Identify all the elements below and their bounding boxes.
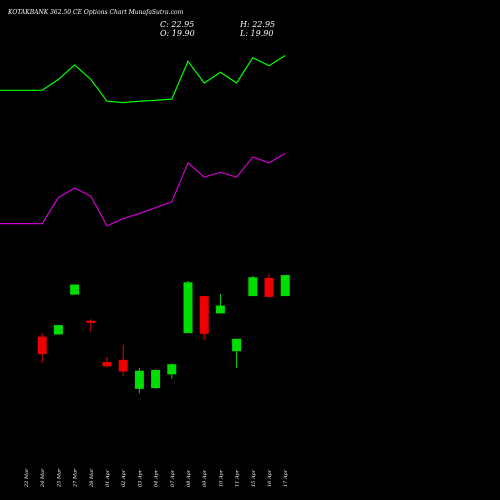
x-tick-label: 17 Apr: [283, 469, 289, 487]
candle: [199, 296, 209, 340]
x-tick-label: 01 Apr: [105, 469, 111, 487]
x-tick-label: 02 Apr: [121, 469, 127, 487]
x-tick-label: 25 Mar: [56, 468, 62, 488]
candle-body: [232, 338, 242, 352]
candle: [215, 293, 225, 314]
candle: [53, 325, 63, 335]
chart-title: KOTAKBANK 362.50 CE Options Chart Munafa…: [8, 9, 184, 16]
upper-band-line: [0, 54, 286, 104]
x-tick-label: 08 Apr: [186, 469, 192, 487]
candle-body: [151, 370, 161, 389]
candle: [183, 280, 193, 334]
candle-body: [86, 320, 96, 323]
low-value: L: 19.90: [240, 29, 274, 38]
candle: [134, 367, 144, 394]
candle-body: [248, 277, 258, 297]
candle-body: [37, 336, 47, 355]
candle: [248, 275, 258, 297]
candle: [232, 338, 242, 368]
x-tick-label: 16 Apr: [267, 469, 273, 487]
candle: [280, 275, 290, 297]
candle-body: [183, 282, 193, 334]
x-tick-label: 10 Apr: [218, 469, 224, 487]
candle-body: [199, 296, 209, 334]
lower-band-line: [0, 152, 286, 227]
open-value: O: 19.90: [160, 29, 195, 38]
candle-body: [102, 362, 112, 367]
x-tick-label: 28 Mar: [89, 468, 95, 488]
candle-body: [264, 277, 274, 297]
high-value: H: 22.95: [240, 20, 276, 29]
x-tick-label: 15 Apr: [251, 469, 257, 487]
candle: [167, 363, 177, 379]
close-value: C: 22.95: [160, 20, 195, 29]
x-tick-label: 11 Apr: [235, 469, 241, 487]
x-tick-label: 09 Apr: [202, 469, 208, 487]
candle: [264, 274, 274, 298]
x-tick-label: 04 Apr: [154, 469, 160, 487]
candle-body: [215, 305, 225, 314]
candle-body: [53, 325, 63, 335]
candle-body: [280, 275, 290, 297]
x-tick-label: 24 Mar: [40, 468, 46, 488]
candle-body: [167, 364, 177, 375]
candle-body: [134, 370, 144, 389]
candle: [151, 369, 161, 389]
x-tick-label: 27 Mar: [73, 468, 79, 488]
candle-body: [118, 359, 128, 372]
x-tick-label: 22 Mar: [24, 468, 30, 488]
x-tick-label: 03 Apr: [137, 469, 143, 487]
x-tick-label: 07 Apr: [170, 469, 176, 487]
candle: [70, 284, 80, 295]
candle: [118, 344, 128, 376]
candle-body: [70, 284, 80, 295]
candle: [37, 333, 47, 363]
candle: [86, 319, 96, 332]
candle: [102, 356, 112, 368]
